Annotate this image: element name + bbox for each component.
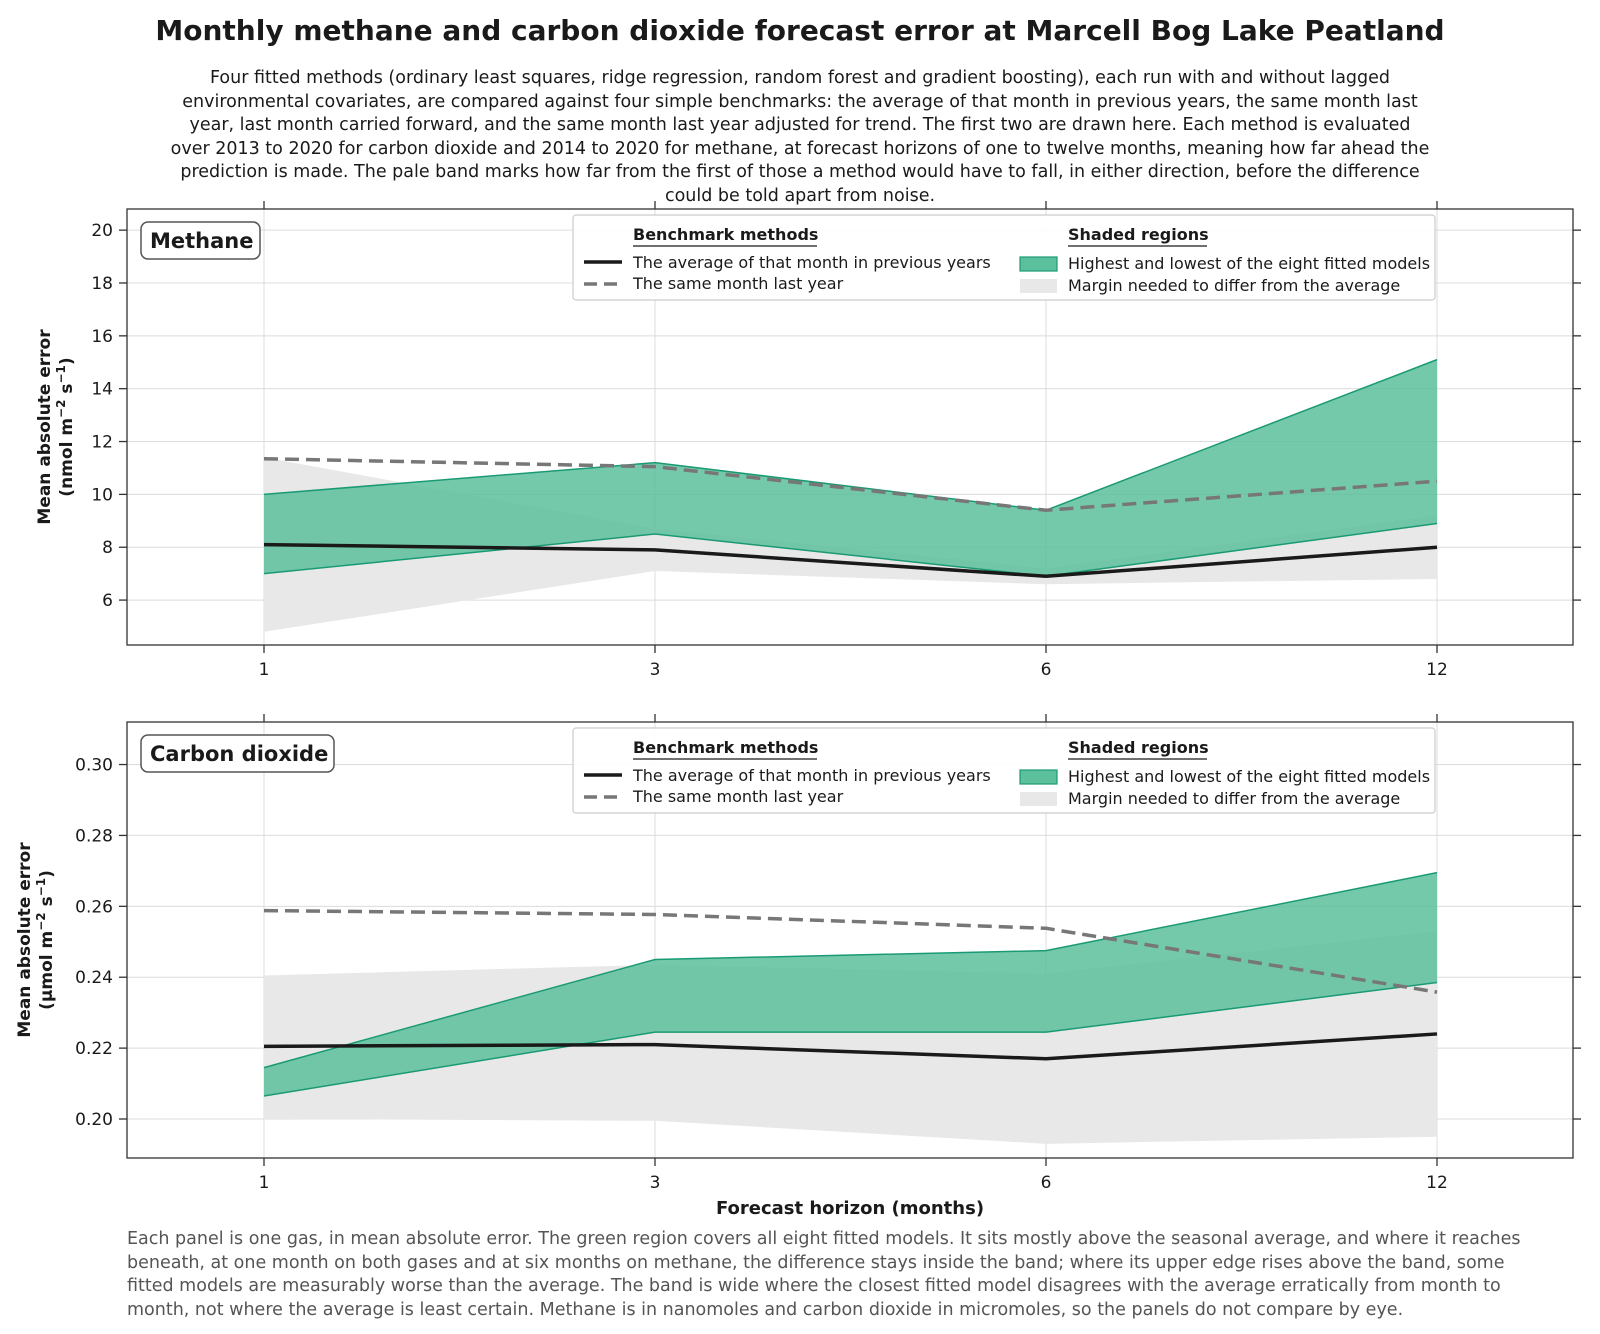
same-month-last-year-point xyxy=(1045,509,1048,512)
same-month-last-year-point xyxy=(1045,927,1048,930)
legend-box xyxy=(572,727,1436,814)
y-tick-label: 14 xyxy=(91,380,113,400)
chart-title: Monthly methane and carbon dioxide forec… xyxy=(155,14,1445,47)
panel-label: Methane xyxy=(150,229,254,253)
y-tick-label: 10 xyxy=(91,485,113,505)
y-axis-label: Mean absolute error xyxy=(35,329,55,525)
chart-note: Each panel is one gas, in mean absolute … xyxy=(127,1229,1521,1320)
monthly-average-point xyxy=(1045,1057,1048,1060)
x-tick-label: 3 xyxy=(650,1173,661,1193)
legend-range-swatch xyxy=(1019,769,1058,785)
model-range-area xyxy=(264,359,1437,577)
same-month-last-year-point xyxy=(654,465,657,468)
y-tick-label: 18 xyxy=(91,274,113,294)
y-unit-exponent: −2 xyxy=(34,912,48,930)
y-tick-label: 0.24 xyxy=(75,968,113,988)
y-unit-exponent: −1 xyxy=(34,878,48,896)
y-unit-prefix: (nmol m xyxy=(57,418,77,497)
panel-label-box xyxy=(140,734,335,773)
legend-last-year-label: The same month last year xyxy=(632,274,844,293)
y-tick-label: 12 xyxy=(91,433,113,453)
y-unit-mid: s xyxy=(37,896,57,912)
legend-band-label: Margin needed to differ from the average xyxy=(1068,276,1400,295)
model-range-upper-edge xyxy=(263,358,1438,512)
y-tick-label: 0.30 xyxy=(75,756,113,776)
monthly-average-line xyxy=(263,1032,1438,1061)
model-range-upper-edge xyxy=(263,871,1438,1069)
legend-shaded-heading: Shaded regions xyxy=(1068,738,1209,757)
x-tick-label: 12 xyxy=(1426,1173,1448,1193)
same-month-last-year-line xyxy=(263,908,1438,994)
monthly-average-point xyxy=(1436,1032,1439,1035)
monthly-average-point xyxy=(654,1043,657,1046)
monthly-average-point xyxy=(1436,546,1439,549)
x-tick-label: 1 xyxy=(259,1173,270,1193)
model-range-area xyxy=(264,872,1437,1096)
legend-average-label: The average of that month in previous ye… xyxy=(632,253,991,272)
y-unit-close: ) xyxy=(37,870,57,878)
legend-range-label: Highest and lowest of the eight fitted m… xyxy=(1068,767,1430,786)
x-tick-label: 6 xyxy=(1041,1173,1052,1193)
y-unit-mid: s xyxy=(57,384,77,400)
same-month-last-year-point xyxy=(263,909,266,912)
legend-range-swatch xyxy=(1019,256,1058,272)
monthly-average-point xyxy=(1045,575,1048,578)
y-axis-unit: (nmol m−2 s−1) xyxy=(54,357,77,496)
x-tick-label: 12 xyxy=(1426,660,1448,680)
y-unit-prefix: (μmol m xyxy=(37,931,57,1010)
y-axis-label: Mean absolute error xyxy=(15,842,35,1038)
x-axis-label: Forecast horizon (months) xyxy=(716,1198,984,1219)
y-unit-exponent: −2 xyxy=(54,400,68,418)
monthly-average-point xyxy=(263,543,266,546)
same-month-last-year-point xyxy=(1436,480,1439,483)
y-axis-unit: (μmol m−2 s−1) xyxy=(34,870,57,1010)
x-tick-label: 6 xyxy=(1041,660,1052,680)
x-tick-label: 1 xyxy=(259,660,270,680)
y-tick-label: 8 xyxy=(102,538,113,558)
monthly-average-point xyxy=(263,1045,266,1048)
plot-frame xyxy=(126,208,1574,646)
panel-label-box xyxy=(140,221,261,260)
y-unit-exponent: −1 xyxy=(54,365,68,383)
carbon-dioxide-panel: 0.20 0.22 0.24 0.26 0.28 0.30 1 3 6 12 Mean absolu… xyxy=(15,714,1581,1219)
plot-frame xyxy=(126,721,1574,1159)
y-tick-label: 0.22 xyxy=(75,1039,113,1059)
legend-benchmark-heading: Benchmark methods xyxy=(633,225,818,244)
chart-subtitle: Four fitted methods (ordinary least squa… xyxy=(170,68,1430,206)
monthly-average-point xyxy=(654,548,657,551)
y-tick-label: 0.28 xyxy=(75,826,113,846)
legend-shaded-heading: Shaded regions xyxy=(1068,225,1209,244)
legend-last-year-label: The same month last year xyxy=(632,787,844,806)
y-tick-label: 20 xyxy=(91,221,113,241)
model-range-lower-edge xyxy=(263,522,1438,578)
same-month-last-year-line xyxy=(263,456,1438,512)
monthly-average-line xyxy=(263,542,1438,579)
y-tick-label: 6 xyxy=(102,591,113,611)
y-tick-label: 0.26 xyxy=(75,897,113,917)
same-month-last-year-point xyxy=(263,457,266,460)
legend-range-label: Highest and lowest of the eight fitted m… xyxy=(1068,254,1430,273)
legend-band-swatch xyxy=(1020,792,1057,806)
model-range-lower-edge xyxy=(263,981,1438,1097)
same-month-last-year-point xyxy=(1436,991,1439,994)
y-unit-close: ) xyxy=(57,357,77,365)
same-month-last-year-point xyxy=(654,913,657,916)
legend-band-label: Margin needed to differ from the average xyxy=(1068,789,1400,808)
legend-benchmark-heading: Benchmark methods xyxy=(633,738,818,757)
legend-box xyxy=(572,214,1436,301)
legend-band-swatch xyxy=(1020,279,1057,293)
legend-average-label: The average of that month in previous ye… xyxy=(632,766,991,785)
y-tick-label: 0.20 xyxy=(75,1110,113,1130)
x-tick-label: 3 xyxy=(650,660,661,680)
panel-label: Carbon dioxide xyxy=(150,742,328,766)
y-tick-label: 16 xyxy=(91,327,113,347)
